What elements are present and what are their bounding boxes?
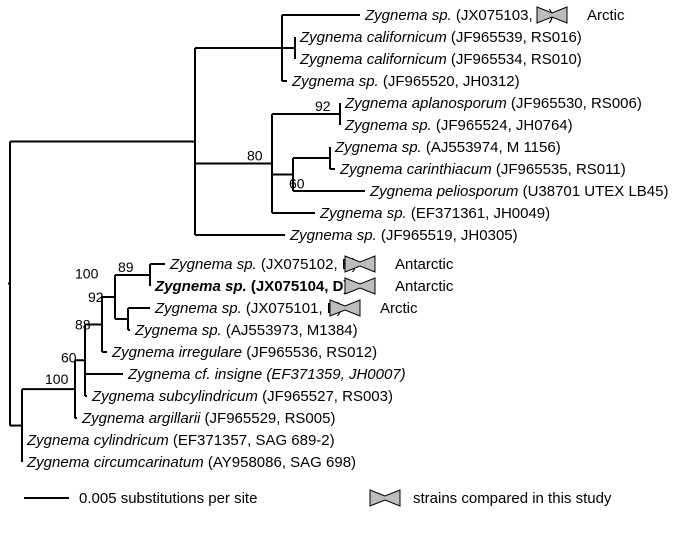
marker-label: Antarctic <box>395 256 454 273</box>
support-value: 89 <box>118 259 134 275</box>
taxon-label: Zygnema circumcarinatum (AY958086, SAG 6… <box>26 454 356 471</box>
support-value: 92 <box>315 98 331 114</box>
taxon-label: Zygnema argillarii (JF965529, RS005) <box>81 410 335 427</box>
taxon-label: Zygnema cf. insigne (EF371359, JH0007) <box>127 366 406 383</box>
taxon-label: Zygnema sp. (JX075103, G) <box>364 7 553 24</box>
taxon-label: Zygnema sp. (JF965520, JH0312) <box>291 73 520 90</box>
taxon-label: Zygnema sp. (AJ553973, M1384) <box>134 322 358 339</box>
taxon-label: Zygnema carinthiacum (JF965535, RS011) <box>339 161 626 178</box>
taxon-label: Zygnema sp. (JX075101, B) <box>154 300 342 317</box>
support-value: 60 <box>289 176 305 192</box>
strain-marker-icon <box>330 300 360 316</box>
taxon-label: Zygnema subcylindricum (JF965527, RS003) <box>91 388 393 405</box>
taxon-label: Zygnema aplanosporum (JF965530, RS006) <box>344 95 642 112</box>
marker-label: Arctic <box>380 300 418 317</box>
taxon-label: Zygnema sp. (JF965519, JH0305) <box>289 227 518 244</box>
taxon-label: Zygnema peliosporum (U38701 UTEX LB45) <box>369 183 668 200</box>
strain-marker-icon <box>345 278 375 294</box>
taxon-label: Zygnema californicum (JF965534, RS010) <box>299 51 582 68</box>
scale-bar-label: 0.005 substitutions per site <box>79 490 257 507</box>
taxon-label: Zygnema sp. (AJ553974, M 1156) <box>334 139 561 156</box>
support-value: 100 <box>75 266 99 282</box>
marker-legend-label: strains compared in this study <box>413 490 612 507</box>
support-value: 80 <box>247 148 263 164</box>
marker-label: Antarctic <box>395 278 454 295</box>
support-value: 100 <box>45 371 69 387</box>
taxon-label: Zygnema sp. (JX075102, E) <box>169 256 357 273</box>
taxon-label: Zygnema sp. (JX075104, D) <box>154 278 348 295</box>
taxon-label: Zygnema irregulare (JF965536, RS012) <box>111 344 377 361</box>
strain-marker-icon <box>345 256 375 272</box>
taxon-label: Zygnema cylindricum (EF371357, SAG 689-2… <box>26 432 335 449</box>
strain-marker-icon <box>370 490 400 506</box>
taxon-label: Zygnema californicum (JF965539, RS016) <box>299 29 582 46</box>
taxon-label: Zygnema sp. (EF371361, JH0049) <box>319 205 550 222</box>
marker-label: Arctic <box>587 7 625 24</box>
taxon-label: Zygnema sp. (JF965524, JH0764) <box>344 117 573 134</box>
